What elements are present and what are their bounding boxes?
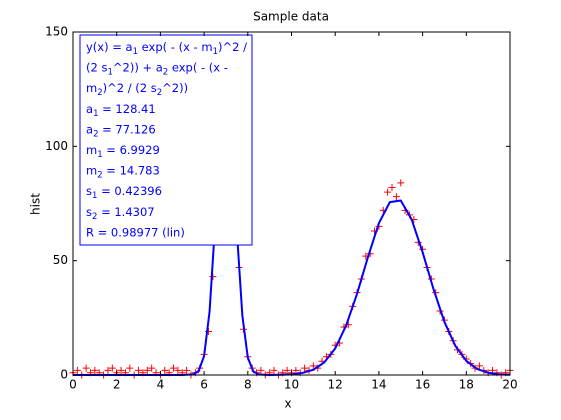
annotation-line: a1 = 128.41: [86, 102, 156, 119]
plus-marker: [117, 366, 125, 374]
x-tick-label: 2: [113, 378, 121, 392]
subscript: 1: [107, 68, 112, 78]
plus-marker: [135, 366, 143, 374]
annotation-line: a2 = 77.126: [86, 122, 156, 139]
annotation-text: m: [86, 143, 97, 157]
plus-marker: [104, 366, 112, 374]
plus-marker: [475, 362, 483, 370]
plus-marker: [161, 366, 169, 374]
x-tick-label: 6: [200, 378, 208, 392]
x-tick-label: 10: [284, 378, 299, 392]
annotation-text: y(x) = a: [86, 40, 133, 54]
annotation-text: m: [86, 81, 97, 95]
subscript: 1: [93, 109, 98, 119]
subscript: 2: [163, 68, 168, 78]
x-tick-label: 20: [502, 378, 517, 392]
annotation-text: exp( - (x - m: [138, 40, 213, 54]
subscript: 2: [97, 171, 102, 181]
subscript: 1: [133, 47, 138, 57]
subscript: 2: [92, 212, 97, 222]
annotation-text: s: [86, 184, 92, 198]
annotation-line: R = 0.98977 (lin): [86, 225, 185, 239]
x-axis-label: x: [284, 397, 291, 411]
y-tick-label: 50: [53, 253, 68, 267]
plus-marker: [183, 366, 191, 374]
x-tick-label: 18: [459, 378, 474, 392]
plus-marker: [270, 366, 278, 374]
annotation-text: ^2)) + a: [113, 61, 163, 75]
x-tick-label: 8: [244, 378, 252, 392]
x-tick-label: 0: [69, 378, 77, 392]
plus-marker: [143, 366, 151, 374]
plus-marker: [384, 188, 392, 196]
plus-marker: [170, 364, 178, 372]
annotation-line: (2 s1^2)) + a2 exp( - (x -: [86, 61, 228, 78]
annotation-text: (2 s: [86, 61, 107, 75]
annotation-text: = 128.41: [98, 102, 155, 116]
annotation-text: )^2 / (2 s: [103, 81, 157, 95]
plus-marker: [392, 193, 400, 201]
annotation-text: R = 0.98977 (lin): [86, 225, 185, 239]
annotation-line: m2 = 14.783: [86, 164, 160, 181]
annotation-frame: [79, 34, 253, 246]
subscript: 1: [92, 191, 97, 201]
annotation-text: s: [86, 205, 92, 219]
x-tick-label: 14: [371, 378, 386, 392]
plus-marker: [309, 362, 317, 370]
annotation-text: a: [86, 102, 93, 116]
annotation-text: exp( - (x -: [168, 61, 228, 75]
annotation-text: = 1.4307: [97, 205, 154, 219]
plus-marker: [257, 366, 265, 374]
annotation-text: )^2 /: [218, 40, 247, 54]
x-tick-label: 12: [328, 378, 343, 392]
annotation-line: m2)^2 / (2 s2^2)): [86, 81, 188, 98]
annotation-text: = 0.42396: [97, 184, 162, 198]
subscript: 2: [93, 129, 98, 139]
annotation-line: s1 = 0.42396: [86, 184, 162, 201]
plus-marker: [301, 364, 309, 372]
annotation-text: m: [86, 164, 97, 178]
subscript: 2: [157, 88, 162, 98]
subscript: 2: [97, 88, 102, 98]
chart-title: Sample data: [253, 10, 329, 24]
plus-marker: [82, 364, 90, 372]
x-tick-label: 16: [415, 378, 430, 392]
plus-marker: [397, 179, 405, 187]
plus-marker: [126, 364, 134, 372]
y-axis-label: hist: [29, 193, 43, 215]
annotation-text: = 6.9929: [103, 143, 160, 157]
plus-marker: [91, 366, 99, 374]
annotation-text: = 77.126: [98, 122, 155, 136]
x-tick-label: 4: [157, 378, 165, 392]
annotation-line: m1 = 6.9929: [86, 143, 160, 160]
annotation-text: a: [86, 122, 93, 136]
y-tick-label: 100: [45, 139, 68, 153]
y-tick-label: 0: [60, 368, 68, 382]
plus-marker: [108, 364, 116, 372]
plus-marker: [174, 366, 182, 374]
annotation-box: y(x) = a1 exp( - (x - m1)^2 /(2 s1^2)) +…: [79, 34, 253, 246]
plus-marker: [388, 183, 396, 191]
annotation-line: s2 = 1.4307: [86, 205, 155, 222]
annotation-text: ^2)): [162, 81, 188, 95]
subscript: 1: [213, 47, 218, 57]
y-tick-label: 150: [45, 25, 68, 39]
annotation-text: = 14.783: [103, 164, 160, 178]
plus-marker: [73, 366, 81, 374]
plus-marker: [148, 364, 156, 372]
plus-marker: [283, 366, 291, 374]
annotation-line: y(x) = a1 exp( - (x - m1)^2 /: [86, 40, 247, 57]
subscript: 1: [97, 150, 102, 160]
